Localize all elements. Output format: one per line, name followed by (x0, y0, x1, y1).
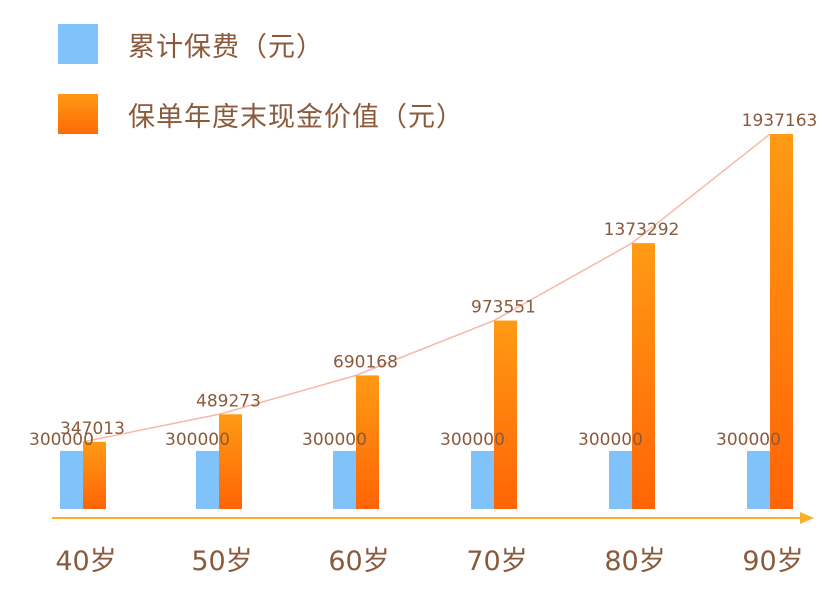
legend-item-cash-value: 保单年度末现金价值（元） (58, 94, 464, 134)
bar-premium (60, 450, 83, 509)
value-label-premium: 300000 (578, 430, 643, 450)
value-label-premium: 300000 (302, 430, 367, 450)
value-label-cash-value: 690168 (333, 352, 398, 372)
bar-premium (747, 450, 770, 509)
bar-premium (471, 450, 494, 509)
bar-cash-value (632, 243, 655, 509)
x-axis-layer (52, 512, 814, 524)
legend-item-premium: 累计保费（元） (58, 24, 464, 64)
value-labels-layer: 30000034701340岁30000048927350岁3000006901… (29, 111, 817, 577)
trend-line (82, 133, 771, 443)
legend-swatch-premium (58, 24, 98, 64)
x-tick-label: 80岁 (604, 546, 665, 577)
value-label-premium: 300000 (716, 430, 781, 450)
value-label-cash-value: 1937163 (742, 111, 818, 131)
x-tick-label: 50岁 (191, 546, 252, 577)
value-label-premium: 300000 (29, 430, 94, 450)
value-label-premium: 300000 (165, 430, 230, 450)
bar-cash-value (219, 414, 242, 509)
value-label-cash-value: 1373292 (604, 220, 680, 240)
legend-label-cash-value: 保单年度末现金价值（元） (128, 101, 464, 133)
bar-cash-value (770, 134, 793, 509)
value-label-cash-value: 973551 (471, 298, 536, 318)
legend-swatch-cash-value (58, 94, 98, 134)
bar-premium (333, 450, 356, 509)
bar-cash-value (494, 320, 517, 509)
bar-cash-value (83, 441, 106, 509)
x-tick-label: 70岁 (466, 546, 527, 577)
legend: 累计保费（元） 保单年度末现金价值（元） (58, 24, 464, 164)
value-label-cash-value: 489273 (196, 391, 261, 411)
trend-line-layer (82, 133, 771, 443)
x-tick-label: 60岁 (328, 546, 389, 577)
x-axis-arrow (800, 512, 814, 524)
value-label-cash-value: 347013 (60, 419, 125, 439)
legend-label-premium: 累计保费（元） (128, 31, 324, 63)
bar-premium (609, 450, 632, 509)
bar-cash-value (356, 375, 379, 509)
bar-premium (196, 450, 219, 509)
x-tick-label: 40岁 (55, 546, 116, 577)
bars-layer (60, 134, 793, 509)
x-tick-label: 90岁 (742, 546, 803, 577)
value-label-premium: 300000 (440, 430, 505, 450)
